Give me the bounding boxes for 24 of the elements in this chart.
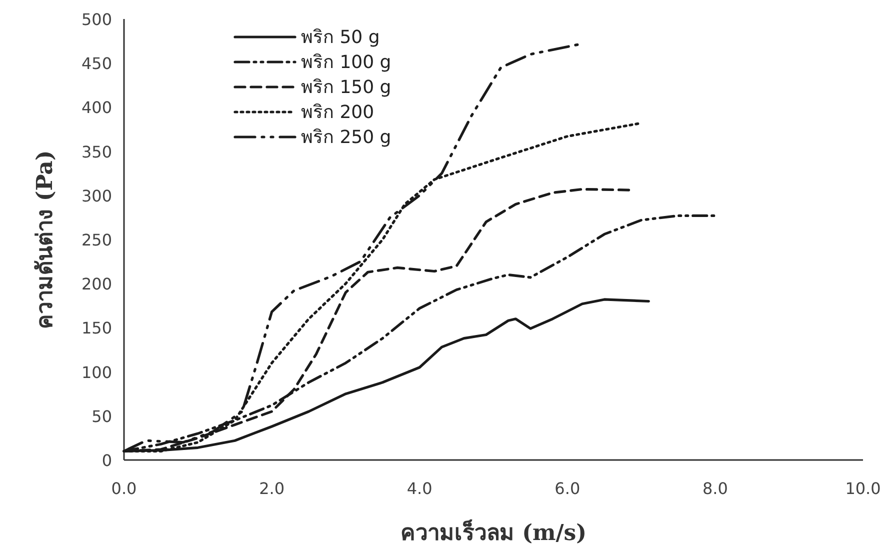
y-tick-label: 300 <box>81 186 112 206</box>
y-tick-label: 250 <box>81 230 112 250</box>
x-tick-label: 6.0 <box>554 479 580 498</box>
legend-label: พริก 250 g <box>301 127 392 148</box>
y-tick-label: 200 <box>81 274 112 294</box>
x-tick-label: 8.0 <box>702 479 728 498</box>
y-tick-label: 100 <box>81 362 112 382</box>
x-tick-label: 0.0 <box>111 479 137 498</box>
x-tick-label: 2.0 <box>259 479 285 498</box>
y-tick-label: 150 <box>81 318 112 338</box>
y-tick-label: 500 <box>81 10 112 29</box>
y-tick-label: 350 <box>81 142 112 162</box>
y-tick-label: 50 <box>92 406 112 426</box>
legend-label: พริก 200 <box>301 102 374 123</box>
x-axis-title: ความเร็วลม (m/s) <box>400 518 587 546</box>
legend-label: พริก 100 g <box>301 52 392 73</box>
y-axis-title: ความดันต่าง (Pa) <box>32 150 58 329</box>
y-tick-label: 400 <box>81 98 112 118</box>
y-tick-label: 0 <box>102 451 112 470</box>
legend-label: พริก 150 g <box>301 77 392 98</box>
x-tick-label: 4.0 <box>406 479 432 498</box>
y-tick-label: 450 <box>81 54 112 74</box>
x-tick-label: 10.0 <box>845 479 881 498</box>
legend-label: พริก 50 g <box>301 27 380 48</box>
